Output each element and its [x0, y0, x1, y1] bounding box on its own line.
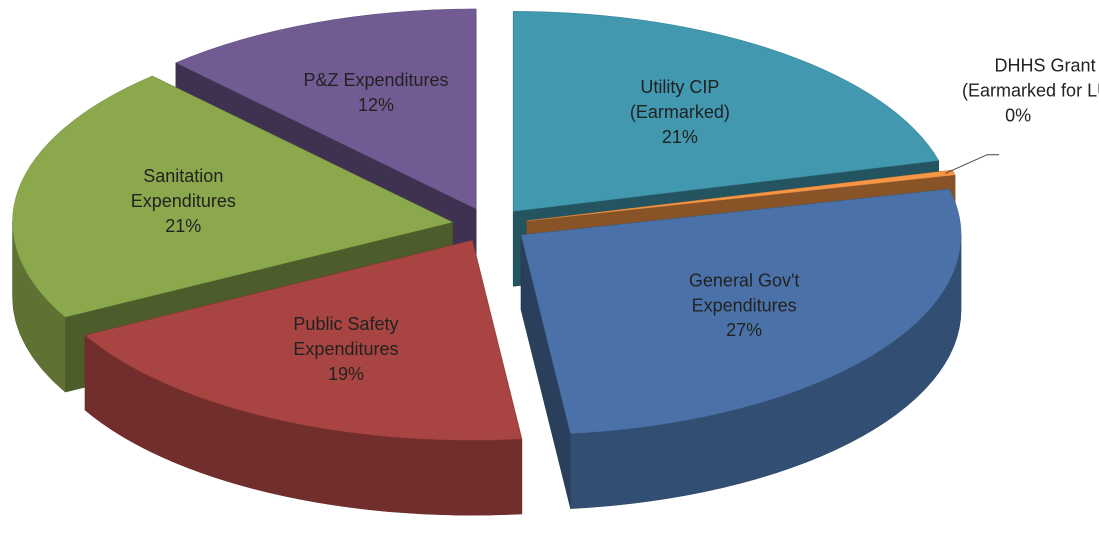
leader-line: [945, 154, 1000, 174]
slice-label: Public Safety Expenditures: [293, 314, 398, 359]
label-line: Sanitation: [143, 166, 223, 186]
slice: [520, 188, 962, 509]
value-label: 0%: [1005, 105, 1031, 125]
slice-top: [520, 188, 962, 434]
label-line: Utility CIP: [640, 77, 719, 97]
slice-label: DHHS Grant (Earmarked for LUP): [962, 55, 1099, 100]
label-line: (Earmarked for LUP): [962, 80, 1099, 100]
slice-label: P&Z Expenditures: [303, 70, 448, 90]
label-line: General Gov't: [689, 270, 800, 290]
slice-label: Sanitation Expenditures: [131, 166, 236, 211]
label-line: Expenditures: [131, 191, 236, 211]
value-label: 19%: [328, 364, 364, 384]
slice-top: [512, 11, 940, 212]
label-line: Expenditures: [692, 295, 797, 315]
label-line: Public Safety: [293, 314, 398, 334]
label-line: Expenditures: [293, 339, 398, 359]
label-line: P&Z Expenditures: [303, 70, 448, 90]
slice-label: General Gov't Expenditures: [689, 270, 800, 315]
value-label: 27%: [726, 320, 762, 340]
value-label: 12%: [358, 95, 394, 115]
slice-top: [175, 8, 477, 210]
value-label: 21%: [662, 127, 698, 147]
label-line: (Earmarked): [630, 102, 730, 122]
value-label: 21%: [165, 216, 201, 236]
slice: [84, 239, 523, 516]
slice-label: Utility CIP (Earmarked): [630, 77, 730, 122]
slice-top: [84, 240, 523, 441]
slice-top: [12, 75, 454, 318]
label-line: DHHS Grant: [995, 55, 1096, 75]
